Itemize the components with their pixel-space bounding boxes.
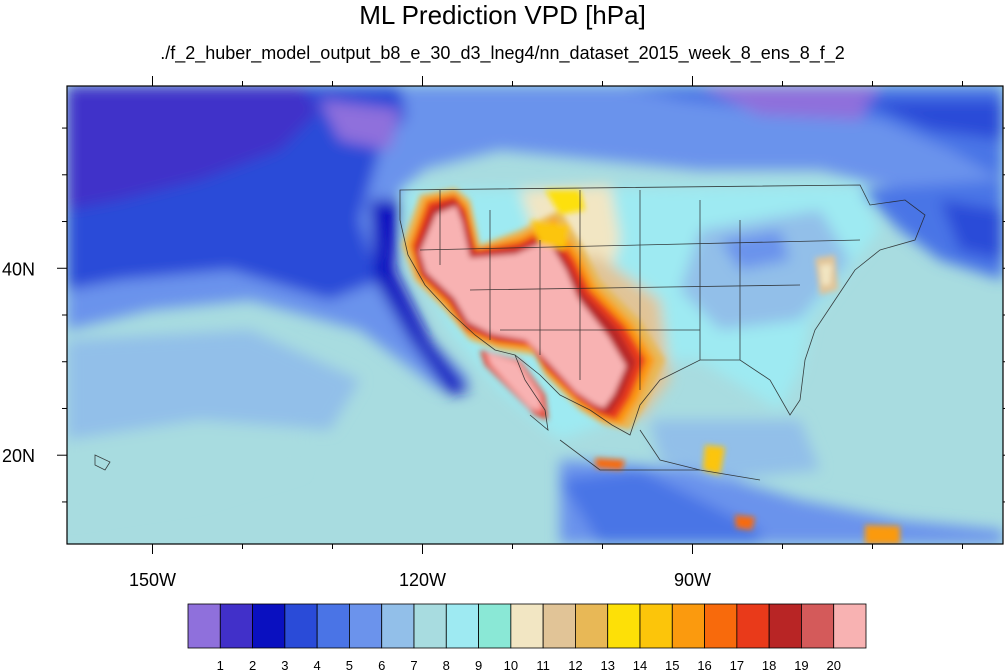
colorbar-swatch <box>542 603 576 649</box>
colorbar-swatch <box>316 603 350 649</box>
map-subtitle: ./f_2_huber_model_output_b8_e_30_d3_lneg… <box>160 43 845 63</box>
colorbar: 1 2 3 4 5 6 7 8 9 10 11 12 13 14 15 16 17 18 19 20 <box>187 603 867 672</box>
colorbar-label: 7 <box>410 658 417 672</box>
colorbar-swatch <box>736 603 770 649</box>
colorbar-swatch <box>445 603 479 649</box>
colorbar-label: 11 <box>536 658 550 672</box>
colorbar-label: 5 <box>346 658 353 672</box>
colorbar-swatch <box>575 603 609 649</box>
colorbar-swatch <box>381 603 415 649</box>
colorbar-swatch <box>510 603 544 649</box>
colorbar-label: 16 <box>697 658 711 672</box>
map-title: ML Prediction VPD [hPa] <box>359 0 646 30</box>
lon-tick-label: 150W <box>129 570 176 590</box>
colorbar-swatch <box>219 603 253 649</box>
colorbar-swatch <box>833 603 867 649</box>
lat-tick-label: 40N <box>2 259 35 279</box>
colorbar-swatch <box>768 603 802 649</box>
lat-tick-label: 20N <box>2 446 35 466</box>
colorbar-swatch <box>671 603 705 649</box>
colorbar-label: 2 <box>249 658 256 672</box>
colorbar-label: 17 <box>730 658 744 672</box>
colorbar-swatch <box>284 603 318 649</box>
colorbar-label: 19 <box>794 658 808 672</box>
colorbar-label: 14 <box>633 658 647 672</box>
lon-tick-label: 90W <box>674 570 711 590</box>
colorbar-label: 8 <box>443 658 450 672</box>
colorbar-swatch <box>639 603 673 649</box>
colorbar-label: 3 <box>281 658 288 672</box>
colorbar-label: 18 <box>762 658 776 672</box>
colorbar-label: 1 <box>217 658 224 672</box>
colorbar-swatch <box>704 603 738 649</box>
colorbar-swatch <box>187 603 221 649</box>
colorbar-swatch <box>252 603 286 649</box>
colorbar-label: 4 <box>314 658 321 672</box>
colorbar-swatch <box>478 603 512 649</box>
lon-tick-label: 120W <box>399 570 446 590</box>
colorbar-label: 12 <box>568 658 582 672</box>
colorbar-swatch <box>607 603 641 649</box>
colorbar-swatch <box>413 603 447 649</box>
colorbar-swatch <box>801 603 835 649</box>
colorbar-label: 9 <box>475 658 482 672</box>
colorbar-label: 10 <box>504 658 518 672</box>
colorbar-label: 13 <box>600 658 614 672</box>
lat-axis: 40N 20N <box>2 127 1005 503</box>
colorbar-label: 6 <box>378 658 385 672</box>
colorbar-label: 20 <box>826 658 840 672</box>
colorbar-swatch <box>349 603 383 649</box>
map-plot-area <box>67 86 1003 544</box>
lon-axis: 150W 120W 90W <box>129 76 963 590</box>
colorbar-label: 15 <box>665 658 679 672</box>
